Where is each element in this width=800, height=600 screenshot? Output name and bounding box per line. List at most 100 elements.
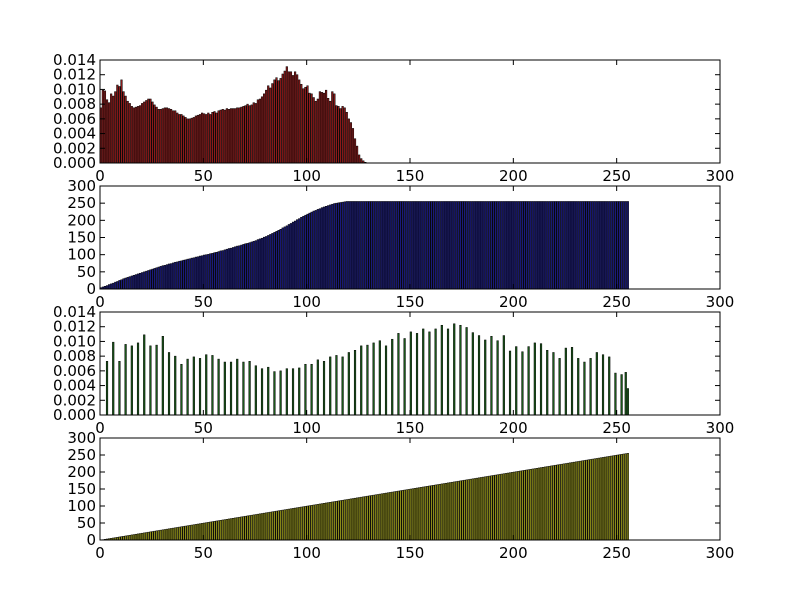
bar: [343, 107, 346, 164]
bar: [482, 476, 485, 541]
bar: [126, 535, 129, 541]
bar: [370, 495, 373, 541]
bar: [258, 513, 262, 541]
bar: [254, 514, 257, 541]
bar: [521, 351, 524, 416]
bar: [579, 201, 582, 290]
bar: [564, 201, 567, 290]
bar: [533, 342, 536, 416]
bar: [161, 336, 164, 416]
bar: [494, 474, 497, 541]
bar: [312, 504, 315, 541]
bar: [180, 526, 183, 541]
bar: [601, 201, 605, 290]
bar: [430, 201, 433, 290]
bar: [248, 242, 251, 290]
bar: [258, 238, 262, 290]
y-tick-label: 0.014: [53, 51, 96, 69]
bar: [302, 506, 305, 541]
x-tick-label: 100: [292, 167, 321, 185]
bar: [366, 495, 369, 541]
bar: [515, 346, 518, 416]
y-tick-label: 50: [77, 514, 96, 532]
bar: [585, 459, 588, 541]
bar: [198, 358, 202, 416]
bar: [163, 529, 166, 541]
bar: [618, 454, 621, 541]
bar: [484, 339, 487, 416]
bar: [211, 253, 214, 290]
bar: [366, 201, 369, 290]
bar: [155, 344, 158, 416]
y-tick-label: 0.002: [53, 139, 96, 157]
bar: [232, 108, 235, 164]
bar: [542, 466, 545, 541]
bar: [539, 201, 543, 290]
bar: [570, 201, 574, 290]
bar: [442, 483, 445, 541]
bar: [310, 505, 313, 541]
bar: [172, 110, 175, 164]
bar: [260, 96, 264, 164]
bar: [391, 491, 394, 541]
bar: [227, 109, 231, 164]
bar: [570, 462, 574, 541]
bar: [223, 109, 226, 164]
bar: [188, 525, 191, 541]
bar: [211, 355, 214, 416]
bar: [467, 201, 470, 290]
bar: [620, 454, 623, 541]
bar: [209, 253, 212, 290]
bar: [248, 515, 251, 541]
bar: [198, 255, 202, 290]
bar: [215, 252, 218, 290]
bar: [128, 103, 131, 164]
bar: [393, 201, 396, 290]
x-tick-label: 100: [292, 293, 321, 311]
bar: [436, 484, 439, 541]
x-tick-label: 200: [499, 167, 528, 185]
bar: [174, 261, 177, 290]
bar: [434, 201, 437, 290]
bar: [343, 499, 346, 541]
bar: [300, 506, 303, 541]
bar: [134, 106, 138, 164]
bar: [498, 474, 501, 541]
bar: [213, 111, 216, 164]
bar: [552, 201, 555, 290]
bar: [411, 488, 414, 541]
bar: [473, 478, 476, 541]
bar: [167, 528, 171, 541]
bar: [294, 71, 297, 164]
bar: [533, 468, 536, 541]
bar: [595, 352, 598, 416]
bar: [581, 460, 584, 541]
bar: [105, 99, 109, 164]
bar: [527, 201, 530, 290]
bar: [128, 276, 131, 290]
bar: [246, 243, 249, 290]
y-tick-label: 0.004: [53, 125, 96, 143]
bar: [457, 201, 460, 290]
y-tick-label: 0.010: [53, 80, 96, 98]
bar: [475, 201, 479, 290]
bar: [294, 220, 297, 290]
bar: [608, 201, 611, 290]
bar: [465, 327, 468, 416]
bar: [136, 106, 140, 164]
bar: [575, 201, 578, 290]
bar: [285, 225, 288, 290]
bar: [546, 466, 549, 541]
bar: [548, 465, 551, 541]
bar: [353, 350, 357, 416]
bar: [519, 201, 522, 290]
bar: [531, 201, 534, 290]
bar: [114, 281, 117, 290]
bar: [539, 343, 543, 416]
bar: [120, 536, 123, 541]
bar: [480, 201, 483, 290]
bar: [368, 201, 371, 290]
bar: [337, 202, 340, 290]
bar: [484, 201, 487, 290]
bar: [291, 508, 295, 541]
